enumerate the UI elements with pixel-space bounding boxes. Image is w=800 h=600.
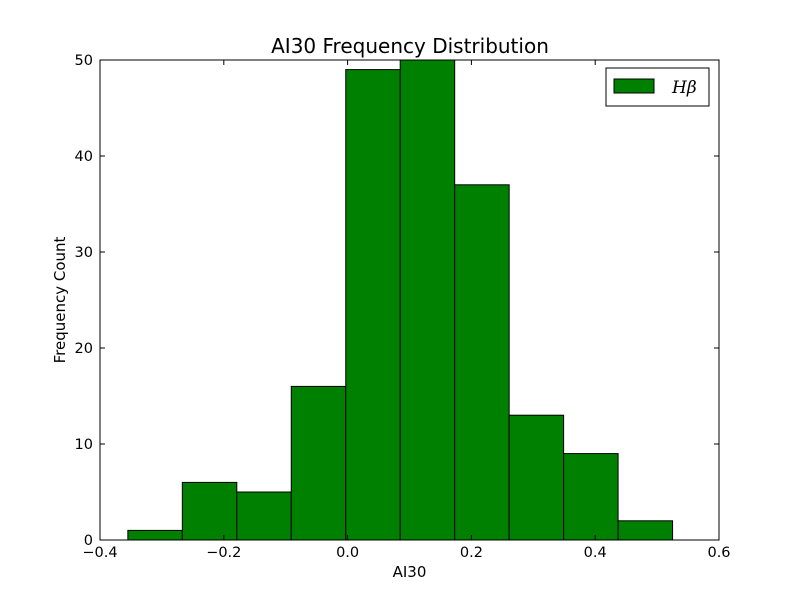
histogram-bar (236, 491, 292, 541)
y-tick-label: 20 (75, 341, 93, 357)
y-tick-label: 10 (75, 437, 93, 453)
chart-title: AI30 Frequency Distribution (271, 34, 549, 58)
histogram-bar (399, 59, 456, 541)
ticks-group: −0.4 −0.2 0.0 0.2 0.4 0.6 0 10 20 30 40 50 (75, 53, 731, 561)
histogram-bar (563, 453, 619, 541)
x-tick-label: 0.6 (707, 545, 730, 561)
legend-swatch (613, 78, 655, 94)
x-tick-label: 0.4 (584, 545, 607, 561)
histogram-bar (454, 184, 510, 541)
x-tick-label: 0.2 (460, 545, 483, 561)
x-tick-label: 0.0 (336, 545, 359, 561)
histogram-bar (127, 529, 183, 541)
y-axis-label: Frequency Count (51, 236, 69, 363)
y-tick-label: 30 (75, 245, 93, 261)
plot-frame (99, 59, 720, 541)
x-tick-label: −0.2 (206, 545, 241, 561)
histogram-bar (181, 481, 238, 541)
legend-label: Hβ (671, 78, 697, 98)
legend: Hβ (605, 67, 710, 107)
bars-group (127, 59, 674, 541)
y-tick-label: 50 (75, 53, 93, 69)
y-tick-label: 0 (84, 533, 93, 549)
y-tick-label: 40 (75, 149, 93, 165)
histogram-bar (290, 385, 347, 541)
histogram-bar (617, 520, 674, 541)
x-tick-label: −0.4 (82, 545, 117, 561)
histogram-bar (508, 414, 565, 541)
histogram-bar (345, 69, 401, 541)
x-axis-label: AI30 (393, 563, 427, 581)
